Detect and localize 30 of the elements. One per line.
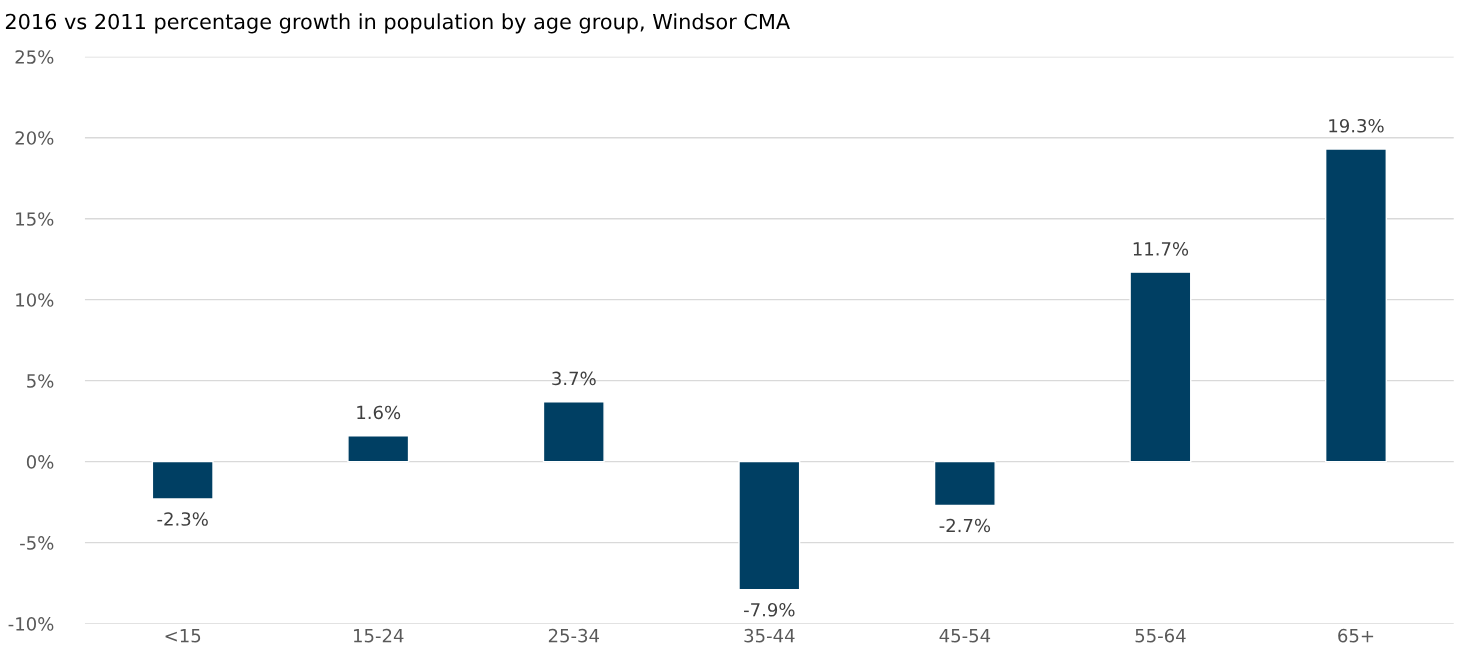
bar	[151, 460, 214, 500]
data-label: -7.9%	[744, 602, 795, 617]
data-label: -2.7%	[939, 518, 991, 533]
data-label: 11.7%	[1133, 242, 1189, 256]
data-label: 19.3%	[1329, 118, 1384, 133]
y-tick-label: 15%	[16, 212, 54, 226]
y-tick-label: -10%	[8, 617, 54, 631]
x-tick-label: 15-24	[353, 628, 404, 643]
x-tick-label: 45-54	[939, 629, 991, 643]
y-tick-label: 25%	[15, 50, 54, 64]
data-label: 3.7%	[552, 371, 596, 386]
x-tick-label: 35-44	[744, 628, 795, 643]
bar	[347, 435, 410, 463]
y-tick-label: 5%	[27, 374, 54, 388]
bar	[1129, 271, 1192, 463]
data-label: 1.6%	[357, 405, 401, 420]
x-tick-label: 25-34	[548, 628, 599, 643]
y-tick-label: 20%	[15, 131, 54, 145]
bar	[738, 460, 801, 591]
bar	[1324, 148, 1387, 463]
y-tick-label: -5%	[20, 536, 54, 550]
y-tick-label: 10%	[16, 293, 54, 307]
bar	[542, 401, 605, 463]
x-tick-label: <15	[165, 629, 201, 643]
x-tick-label: 55-64	[1135, 628, 1186, 643]
y-tick-label: 0%	[26, 455, 54, 469]
chart-title: 2016 vs 2011 percentage growth in population by age group, Windsor CMA	[5, 13, 790, 34]
bar	[933, 460, 996, 507]
data-label: -2.3%	[157, 512, 208, 526]
x-tick-label: 65+	[1338, 628, 1374, 643]
